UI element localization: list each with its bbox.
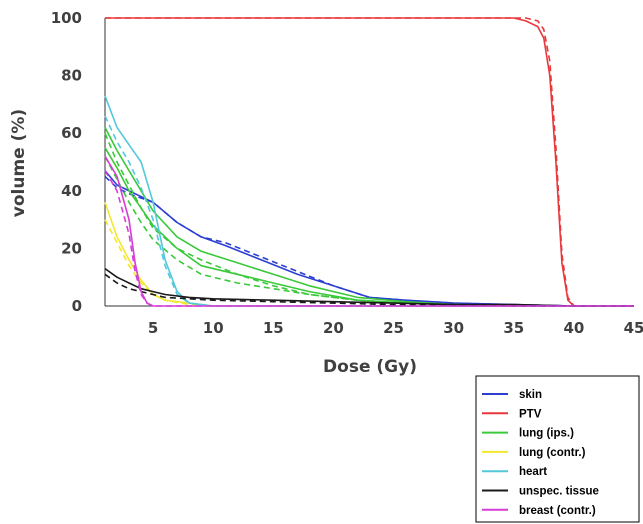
x-tick-label-10: 10: [203, 319, 224, 337]
x-tick-label-25: 25: [383, 319, 404, 337]
series-line-breast-contr-solid-14: [104, 155, 634, 307]
series-line-skin-dashed-1: [104, 175, 634, 307]
series-line-lung-ips-solid-4: [104, 127, 574, 307]
x-tick-label-40: 40: [563, 319, 584, 337]
series-line-ptv-dashed-3: [105, 17, 634, 307]
series-line-lung-ips-dashed-7: [104, 155, 574, 307]
legend-label-breast-contr: breast (contr.): [519, 505, 596, 517]
series-line-ptv-solid-2: [105, 17, 634, 307]
x-tick-label-5: 5: [148, 319, 158, 337]
x-tick-label-15: 15: [263, 319, 284, 337]
legend: skin PTV lung (ips.) lung (contr.) heart unsp…: [475, 375, 640, 523]
x-tick-label-30: 30: [443, 319, 464, 337]
series-layer: [104, 17, 634, 307]
y-tick-label-40: 40: [61, 182, 82, 200]
legend-box: [475, 375, 640, 523]
x-tick-label-20: 20: [323, 319, 344, 337]
series-line-unspec-tissue-solid-12: [104, 267, 634, 307]
legend-label-ptv: PTV: [519, 408, 542, 420]
legend-label-skin: skin: [519, 389, 542, 401]
series-line-breast-contr-dashed-15: [104, 170, 634, 307]
y-tick-label-0: 0: [72, 297, 82, 315]
series-line-lung-ips-dashed-6: [104, 132, 574, 307]
y-axis-label: volume (%): [9, 109, 29, 217]
y-tick-label-20: 20: [61, 239, 82, 257]
series-line-skin-solid-0: [104, 170, 634, 307]
x-axis-label: Dose (Gy): [323, 357, 417, 377]
legend-items: skin PTV lung (ips.) lung (contr.) heart unsp…: [482, 389, 599, 517]
y-tick-label-80: 80: [61, 67, 82, 85]
legend-label-heart: heart: [519, 466, 547, 478]
x-tick-label-35: 35: [503, 319, 524, 337]
y-tick-label-60: 60: [61, 124, 82, 142]
series-line-lung-ips-solid-5: [104, 147, 574, 307]
legend-label-lung-contr: lung (contr.): [519, 447, 586, 459]
x-tick-label-45: 45: [624, 319, 643, 337]
y-tick-label-100: 100: [51, 9, 82, 27]
legend-label-unspec-tissue: unspec. tissue: [519, 486, 599, 498]
legend-label-lung-ips: lung (ips.): [519, 428, 574, 440]
series-line-heart-dashed-11: [104, 115, 634, 307]
axes: [104, 18, 634, 307]
series-line-lung-contr-dashed-9: [104, 219, 634, 307]
ticks-layer: 5 10 15 20 25 30 35 40 45 0 20 40 60 80 100: [51, 9, 643, 337]
